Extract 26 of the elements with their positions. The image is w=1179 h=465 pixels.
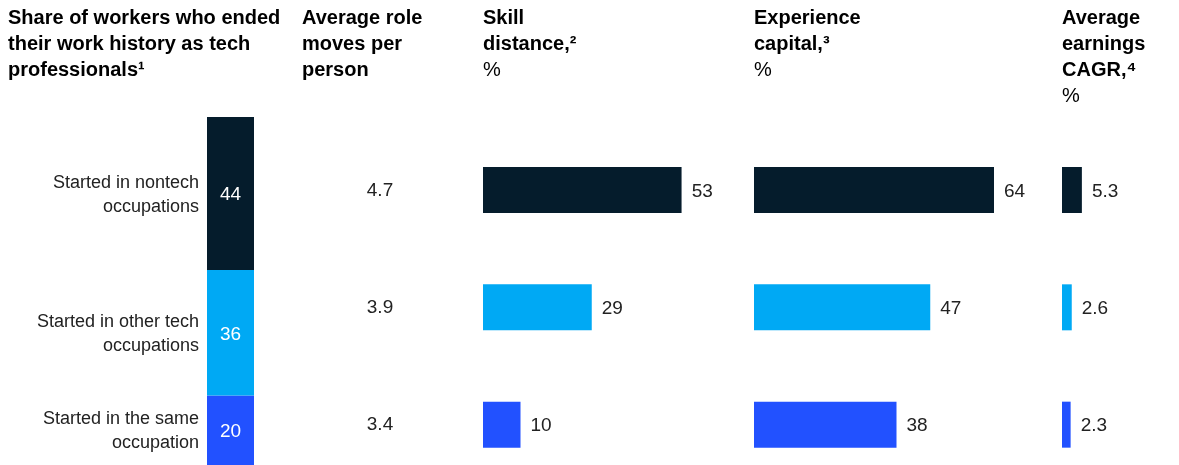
chart-subtitle: %	[483, 57, 502, 82]
data-label: 36	[219, 322, 242, 344]
series-label: Started in the same occupation	[41, 407, 199, 455]
chart-title: Share of workers who ended their work history as tech professionals¹	[8, 6, 281, 80]
data-label: 44	[219, 183, 242, 205]
data-label: 53	[691, 179, 713, 201]
chart-subtitle: %	[1062, 83, 1081, 108]
chart-title: Average earnings CAGR,⁴	[1062, 6, 1146, 80]
data-label: 2.3	[1080, 414, 1108, 436]
series-label: Started in other tech occupations	[35, 309, 199, 357]
chart-title: Skill distance,²	[483, 6, 577, 54]
chart-title: Experience capital,³	[754, 6, 861, 54]
data-label: 10	[530, 414, 552, 436]
series-label: Started in nontech occupations	[51, 170, 199, 218]
data-label: 38	[906, 414, 928, 436]
data-label: 29	[601, 297, 623, 319]
data-label: 3.4	[365, 412, 395, 437]
text: Average role moves per person	[302, 6, 423, 80]
data-label: 2.6	[1081, 297, 1109, 319]
data-label: 20	[219, 419, 242, 441]
chart-subtitle: %	[754, 57, 773, 82]
data-label: 47	[940, 297, 962, 319]
data-label: 5.3	[1091, 179, 1119, 201]
data-label: 3.9	[365, 295, 395, 319]
data-label: 64	[1004, 179, 1026, 201]
data-label: 4.7	[365, 177, 395, 202]
